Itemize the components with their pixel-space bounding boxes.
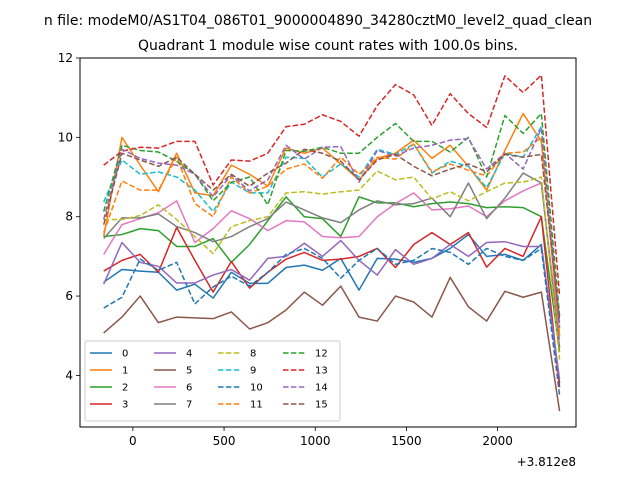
series-line-2 <box>103 196 561 352</box>
legend-label-1: 1 <box>122 366 128 377</box>
chart-title: Quadrant 1 module wise count rates with … <box>138 38 518 54</box>
series-line-11 <box>103 136 561 336</box>
y-tick-label: 4 <box>65 368 73 382</box>
axes-frame <box>79 57 577 428</box>
legend-label-7: 7 <box>186 400 192 411</box>
legend-label-12: 12 <box>315 349 328 360</box>
legend-label-9: 9 <box>250 366 256 377</box>
legend-label-15: 15 <box>315 400 328 411</box>
y-tick-label: 10 <box>58 130 73 144</box>
series-line-10 <box>103 247 561 396</box>
series-line-5 <box>103 276 561 412</box>
x-tick-label: 0 <box>129 434 137 448</box>
series-line-15 <box>102 148 561 320</box>
series-line-9 <box>103 125 561 324</box>
legend-label-5: 5 <box>186 366 192 377</box>
x-offset-label: +3.812e8 <box>517 455 576 469</box>
legend-label-2: 2 <box>122 383 128 394</box>
y-axis-ticks: 4 6 8 10 12 <box>58 51 80 382</box>
legend-label-4: 4 <box>186 349 192 360</box>
series-line-6 <box>103 182 561 340</box>
legend-label-10: 10 <box>250 383 263 394</box>
legend-label-11: 11 <box>250 400 263 411</box>
x-tick-label: 2000 <box>482 434 513 448</box>
series-line-3 <box>103 215 561 388</box>
legend-label-14: 14 <box>315 383 328 394</box>
y-tick-label: 12 <box>58 51 73 65</box>
series-line-4 <box>103 239 561 380</box>
legend-label-3: 3 <box>122 400 128 411</box>
legend-label-0: 0 <box>122 349 128 360</box>
x-tick-label: 1000 <box>300 434 331 448</box>
legend-label-8: 8 <box>250 349 256 360</box>
x-axis-ticks: 0 500 1000 1500 2000 <box>129 427 513 448</box>
series-line-0 <box>103 233 561 384</box>
legend-label-13: 13 <box>315 366 328 377</box>
legend-label-6: 6 <box>186 383 192 394</box>
series-line-13 <box>103 74 561 297</box>
y-tick-label: 6 <box>65 289 73 303</box>
x-tick-label: 500 <box>213 434 236 448</box>
series-line-7 <box>103 172 561 348</box>
legend-frame <box>84 340 341 422</box>
series-line-14 <box>102 127 561 328</box>
y-tick-label: 8 <box>65 210 73 224</box>
series-lines <box>102 74 561 412</box>
series-line-8 <box>103 170 561 360</box>
figure-suptitle: n file: modeM0/AS1T04_086T01_9000004890_… <box>44 13 592 29</box>
x-tick-label: 1500 <box>391 434 422 448</box>
